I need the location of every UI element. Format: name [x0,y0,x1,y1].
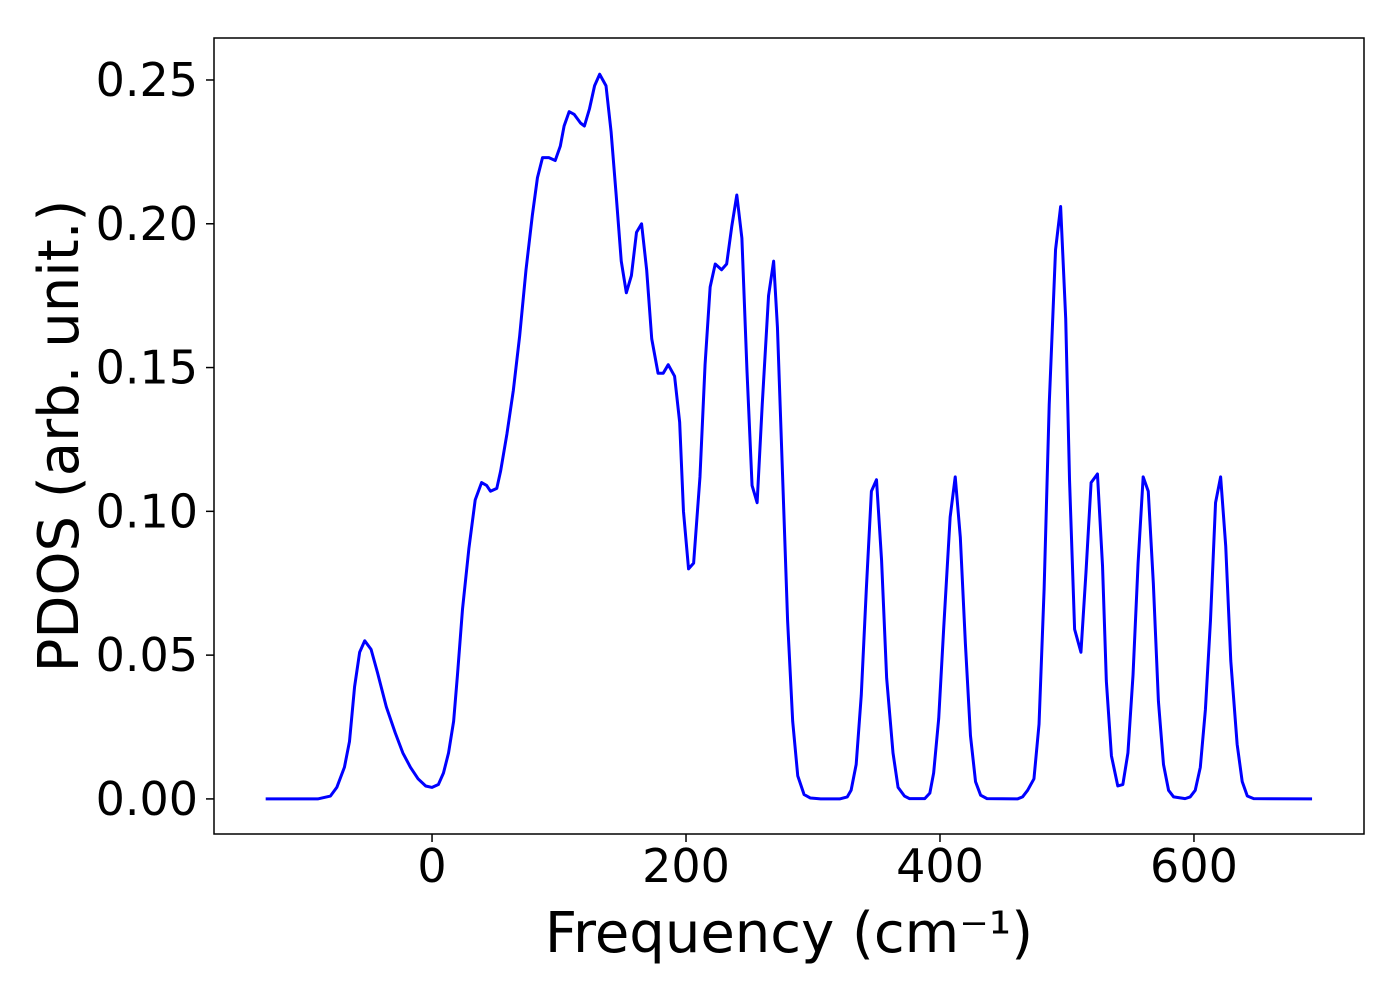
y-tick-label: 0.00 [96,772,198,826]
y-tick-label: 0.10 [96,484,198,538]
x-tick-label: 400 [896,839,984,893]
y-tick-label: 0.25 [96,53,198,107]
x-axis-label: Frequency (cm⁻¹) [545,901,1033,966]
x-tick-label: 200 [642,839,730,893]
data-line [265,72,1313,801]
y-tick-label: 0.15 [96,341,198,395]
plot-frame [213,37,1365,835]
y-tick-label: 0.20 [96,197,198,251]
y-tick-label: 0.05 [96,628,198,682]
x-tick-label: 0 [417,839,446,893]
x-tick-label: 600 [1150,839,1238,893]
y-axis-label: PDOS (arb. unit.) [27,200,92,673]
